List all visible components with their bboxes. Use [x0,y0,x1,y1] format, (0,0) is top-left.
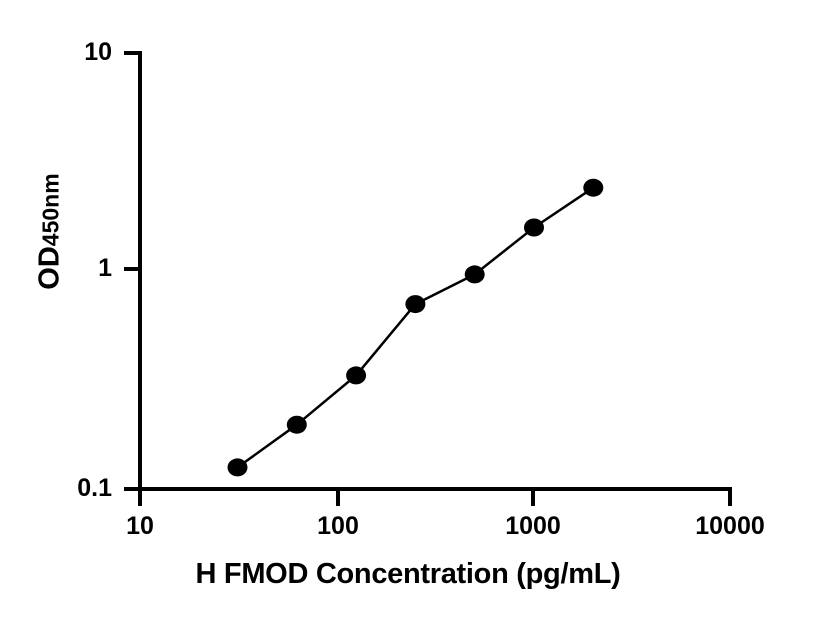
x-tick-label-100: 100 [317,512,359,540]
data-point [346,366,367,385]
data-points-group [227,178,604,477]
data-point [405,295,426,314]
data-point [583,178,604,197]
data-point [286,415,307,434]
y-axis-title-sub: 450nm [37,173,64,247]
y-axis-title: OD450nm [34,122,67,342]
x-axis-title: H FMOD Concentration (pg/mL) [195,558,621,590]
data-point [524,218,544,237]
x-tick-label-10000: 10000 [695,512,765,540]
data-point [464,265,485,284]
y-axis-title-main: OD [33,246,66,290]
y-tick-label-10: 10 [84,38,112,66]
x-tick-label-10: 10 [126,512,154,540]
x-tick-label-1000: 1000 [505,512,561,540]
data-point [227,458,248,477]
y-tick-label-0.1: 0.1 [77,474,112,502]
y-tick-label-1: 1 [98,254,112,282]
